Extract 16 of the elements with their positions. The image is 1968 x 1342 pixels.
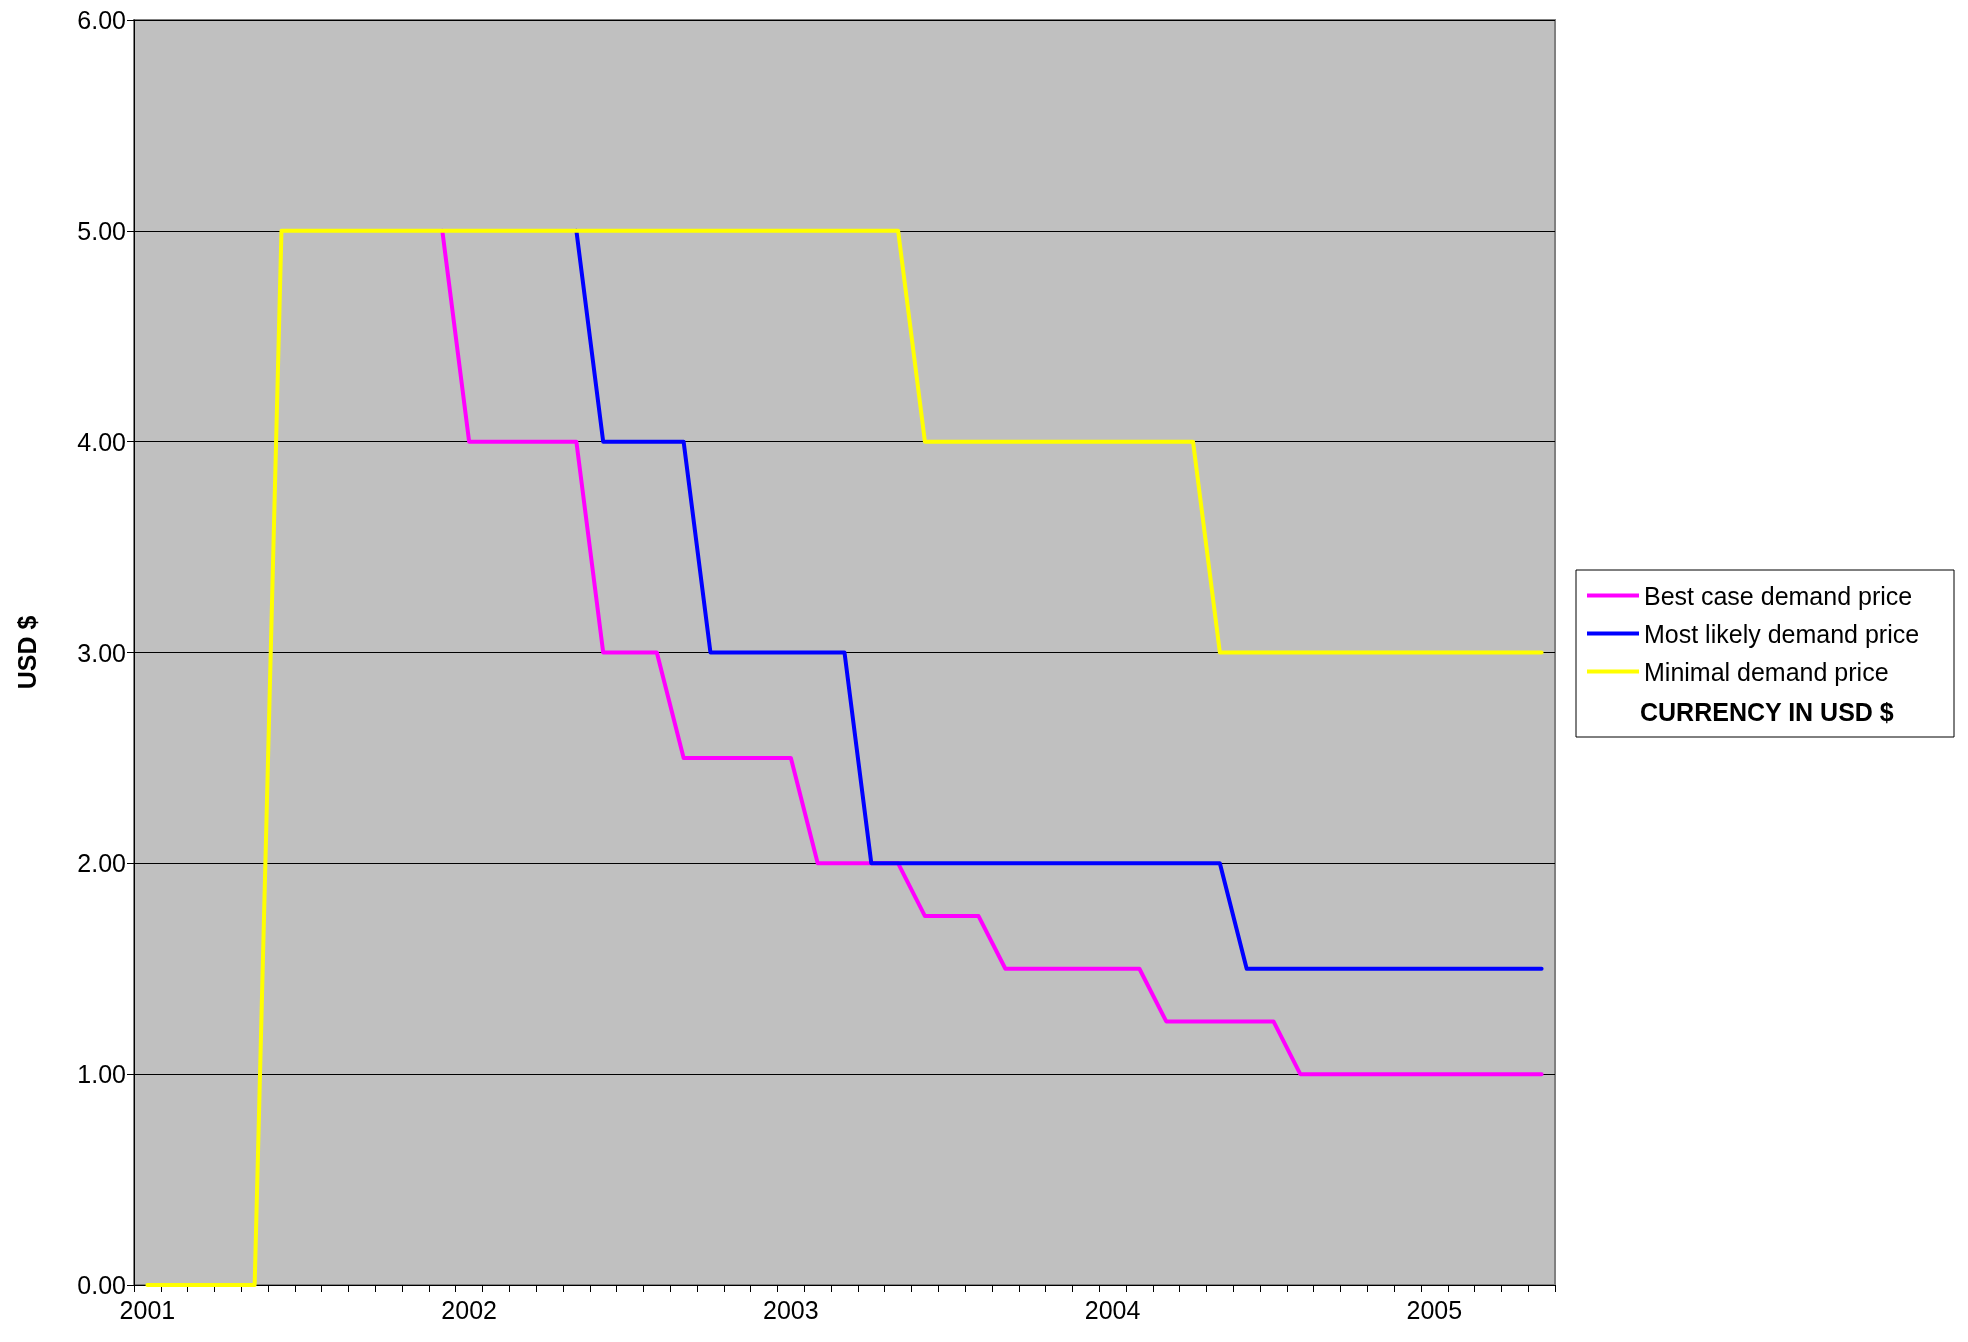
legend-label: Most likely demand price	[1644, 619, 1920, 648]
x-tick-label: 2003	[763, 1295, 819, 1324]
y-axis-title: USD $	[12, 615, 41, 690]
legend-label: Minimal demand price	[1644, 657, 1889, 686]
x-tick-label: 2004	[1084, 1295, 1141, 1324]
text: CURRENCY IN USD $	[1640, 697, 1894, 726]
y-tick-label: 5.00	[77, 216, 126, 245]
y-tick-label: 2.00	[77, 849, 126, 878]
x-tick-label: 2002	[441, 1295, 497, 1324]
y-tick-label: 1.00	[77, 1060, 126, 1089]
line-series	[145, 228, 1544, 1287]
x-tick-label: 2005	[1406, 1295, 1463, 1324]
y-tick-label: 6.00	[77, 6, 126, 34]
legend-label: Best case demand price	[1644, 581, 1913, 610]
y-tick-label: 4.00	[77, 427, 126, 456]
y-tick-label: 3.00	[77, 638, 126, 667]
